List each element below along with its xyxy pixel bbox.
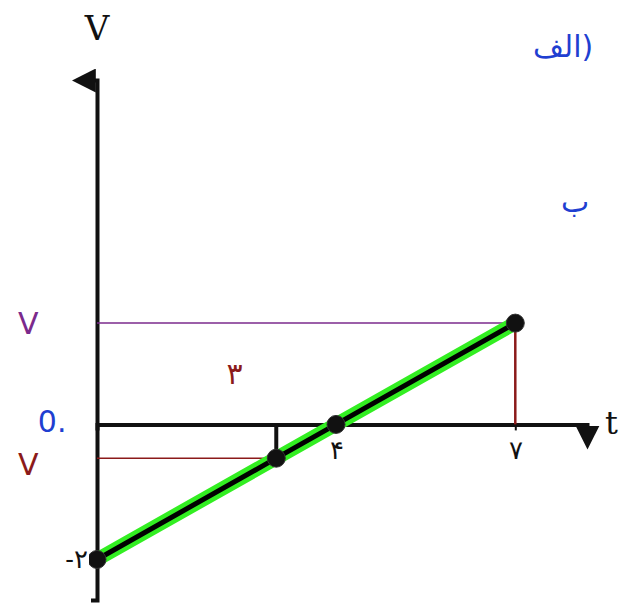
x-tick-label: ۴ bbox=[330, 435, 344, 465]
annotation: ب bbox=[561, 184, 589, 219]
x-axis-title: t bbox=[605, 404, 618, 442]
y-axis-title: V bbox=[84, 8, 111, 48]
data-line bbox=[97, 323, 515, 559]
data-point bbox=[327, 415, 345, 433]
annotation: ۳ bbox=[226, 356, 242, 391]
y-axis: -۲ bbox=[65, 81, 97, 601]
annotation: الف) bbox=[533, 29, 593, 64]
x-tick-mark bbox=[515, 424, 517, 430]
reference-line bbox=[97, 322, 515, 324]
reference-line bbox=[514, 323, 517, 424]
x-tick: ۷ bbox=[509, 424, 523, 465]
annotation: V bbox=[18, 447, 39, 482]
y-axis-line bbox=[91, 81, 98, 601]
x-tick-label: ۷ bbox=[509, 435, 523, 465]
reference-line bbox=[97, 457, 276, 459]
annotation: 0. bbox=[38, 404, 67, 439]
plot-area bbox=[89, 314, 524, 568]
chart: ۴ ۷ -۲ Vt V V ۳ 0. الف) ب bbox=[0, 0, 621, 608]
line-highlight bbox=[97, 323, 515, 559]
data-point bbox=[506, 314, 524, 332]
annotation: V bbox=[18, 306, 39, 341]
y-tick-label: -۲ bbox=[65, 544, 88, 574]
data-point bbox=[89, 550, 106, 568]
data-point bbox=[267, 449, 285, 467]
